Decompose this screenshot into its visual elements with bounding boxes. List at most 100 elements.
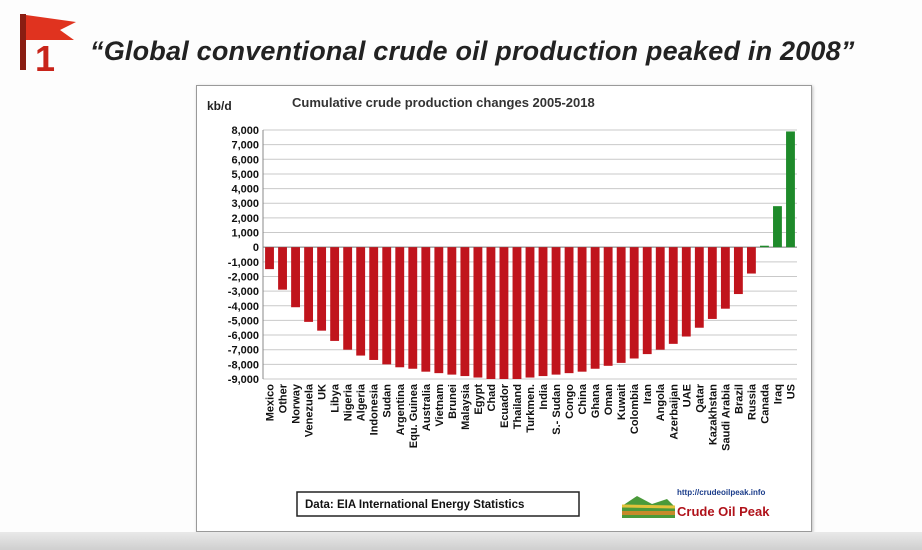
x-tick-label: S.- Sudan <box>551 384 563 435</box>
x-tick-label: Vietnam <box>434 384 446 427</box>
x-tick-label: Oman <box>603 384 615 415</box>
bar-ecuador <box>499 247 509 379</box>
bar-uae <box>681 247 691 337</box>
bar-chad <box>486 247 496 379</box>
bar-brazil <box>733 247 743 295</box>
bar-argentina <box>395 247 405 368</box>
x-tick-label: Other <box>278 383 290 413</box>
y-tick-label: -4,000 <box>228 301 259 313</box>
x-tick-label: China <box>577 383 589 414</box>
slide-title: “Global conventional crude oil productio… <box>90 36 855 66</box>
x-tick-label: Algeria <box>356 383 368 421</box>
bar-turkmen- <box>525 247 535 378</box>
bar-kuwait <box>616 247 626 363</box>
x-tick-label: Brazil <box>733 384 745 414</box>
bar-nigeria <box>343 247 353 350</box>
x-tick-label: Sudan <box>382 384 394 418</box>
y-tick-label: -9,000 <box>228 374 259 386</box>
x-tick-label: Venezuela <box>304 383 316 437</box>
bar-other <box>278 247 287 290</box>
y-tick-label: 7,000 <box>231 140 259 152</box>
bar-us <box>786 131 795 248</box>
x-tick-label: Canada <box>759 383 771 424</box>
x-tick-label: Colombia <box>629 383 641 434</box>
x-tick-label: Egypt <box>473 384 485 415</box>
bar-angola <box>655 247 665 350</box>
bar-qatar <box>694 247 704 328</box>
y-axis-ticks: 8,000 7,000 6,000 5,000 4,000 3,000 2,000 1,000… <box>228 125 259 386</box>
bar-australia <box>421 247 431 372</box>
bar-s-sudan <box>551 247 561 375</box>
y-tick-label: -5,000 <box>228 315 259 327</box>
bar-thailand <box>512 247 522 379</box>
x-tick-label: Turkmen. <box>525 384 537 433</box>
x-tick-label: UAE <box>681 384 693 407</box>
x-tick-label: Libya <box>330 383 342 413</box>
x-tick-label: Nigeria <box>343 383 355 421</box>
y-unit-label: kb/d <box>207 99 232 113</box>
bar-mexico <box>265 247 274 270</box>
y-tick-label: 1,000 <box>231 228 259 240</box>
y-tick-label: 2,000 <box>231 213 259 225</box>
x-tick-label: India <box>538 383 550 410</box>
x-axis-labels: Mexico Other Norway Venezuela UK Libya Nigeria… <box>265 383 798 451</box>
y-tick-label: 0 <box>253 242 259 254</box>
y-tick-label: 4,000 <box>231 184 259 196</box>
chart-title: Cumulative crude production changes 2005… <box>292 95 595 110</box>
bottom-band <box>0 532 922 550</box>
brand-url[interactable]: http://crudeoilpeak.info <box>677 488 766 497</box>
y-tick-label: -2,000 <box>228 271 259 283</box>
bar-uk <box>317 247 327 331</box>
bar-libya <box>330 247 340 341</box>
bar-canada <box>760 245 769 248</box>
bar-vietnam <box>434 247 444 374</box>
source-box: Data: EIA International Energy Statistic… <box>296 491 580 517</box>
y-tick-label: -6,000 <box>228 330 259 342</box>
red-flag-icon: 1 <box>20 14 76 74</box>
x-tick-label: Azerbaijan <box>668 384 680 440</box>
y-tick-label: 8,000 <box>231 125 259 137</box>
source-note: Data: EIA International Energy Statistic… <box>305 499 524 511</box>
bar-kazakhstan <box>707 247 717 319</box>
bar-algeria <box>356 247 366 356</box>
x-tick-label: Ghana <box>590 383 602 418</box>
x-tick-label: US <box>785 384 797 399</box>
bar-russia <box>746 247 756 274</box>
y-tick-label: -3,000 <box>228 286 259 298</box>
x-tick-label: Congo <box>564 384 576 419</box>
x-tick-label: Kazakhstan <box>707 384 719 445</box>
bar-iran <box>642 247 652 355</box>
bar-malaysia <box>460 247 470 377</box>
x-tick-label: Brunei <box>447 384 459 419</box>
bars <box>265 131 795 379</box>
bar-iraq <box>773 206 782 248</box>
y-tick-label: -8,000 <box>228 359 259 371</box>
y-tick-label: 5,000 <box>231 169 259 181</box>
x-tick-label: Malaysia <box>460 383 472 430</box>
bar-equ-guinea <box>408 247 418 369</box>
bar-oman <box>603 247 613 366</box>
x-tick-label: Argentina <box>395 383 407 435</box>
y-tick-label: -7,000 <box>228 345 259 357</box>
bar-india <box>538 247 548 377</box>
y-tick-label: 3,000 <box>231 198 259 210</box>
x-tick-label: Iraq <box>772 384 784 404</box>
chart-panel: kb/d Cumulative crude production changes… <box>196 85 812 532</box>
bar-brunei <box>447 247 457 375</box>
x-tick-label: Mexico <box>265 384 277 422</box>
x-tick-label: Indonesia <box>369 383 381 435</box>
y-tick-label: 6,000 <box>231 154 259 166</box>
x-tick-label: Angola <box>655 383 667 421</box>
x-tick-label: Equ. Guinea <box>408 383 420 448</box>
y-tick-label: -1,000 <box>228 257 259 269</box>
bar-egypt <box>473 247 483 378</box>
brand-logo: http://crudeoilpeak.info Crude Oil Peak <box>621 488 770 519</box>
x-tick-label: Australia <box>421 383 433 431</box>
bar-colombia <box>629 247 639 359</box>
x-tick-label: Chad <box>486 384 498 412</box>
x-tick-label: Russia <box>746 383 758 420</box>
x-tick-label: Qatar <box>694 383 706 412</box>
oil-field-logo-icon <box>621 496 676 518</box>
bar-china <box>577 247 587 372</box>
brand-name: Crude Oil Peak <box>677 504 770 519</box>
